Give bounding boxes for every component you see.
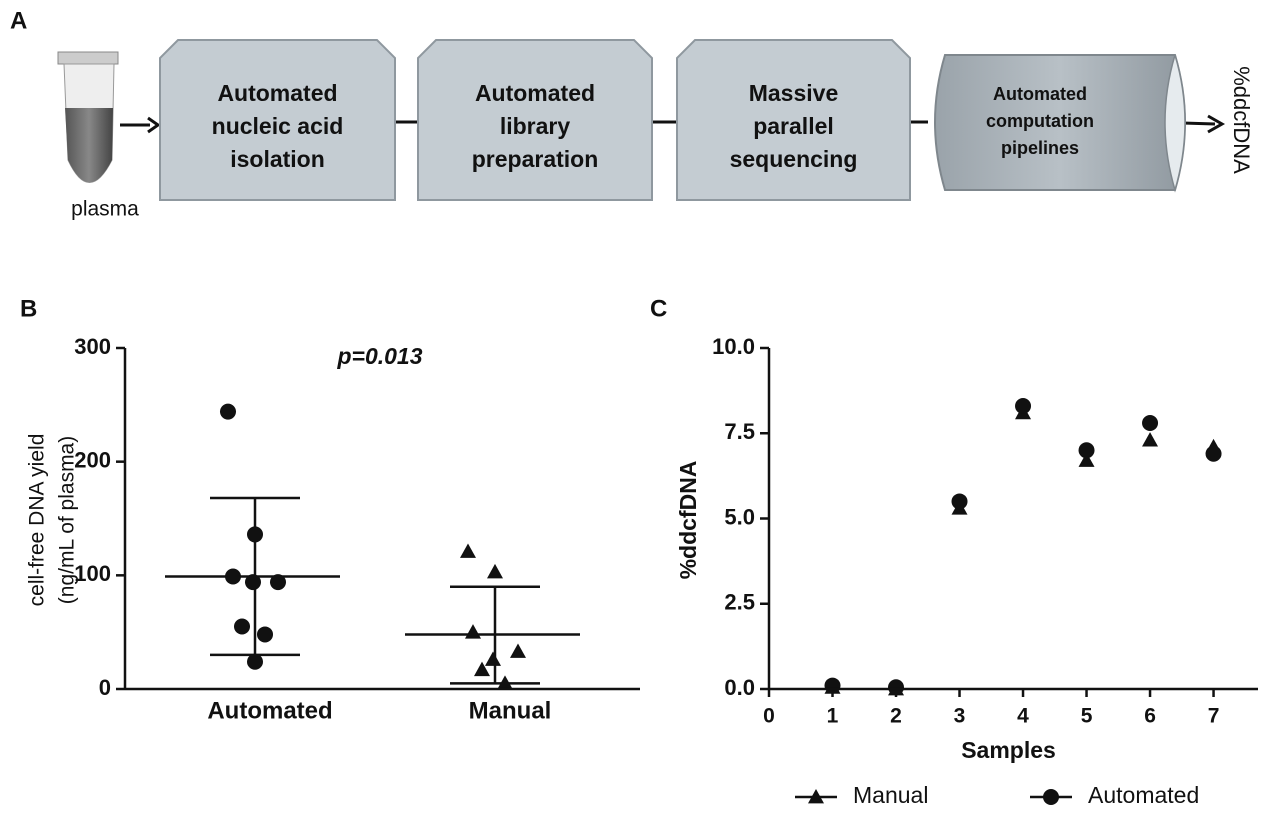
step-box — [417, 39, 653, 201]
marker — [234, 618, 250, 635]
marker — [247, 653, 263, 670]
marker — [225, 568, 241, 585]
marker — [1142, 432, 1159, 447]
legend-label: Manual — [853, 782, 928, 808]
marker — [1015, 397, 1032, 414]
marker — [1078, 442, 1095, 459]
step-label: computation — [986, 111, 1094, 131]
tube-liquid — [65, 108, 113, 183]
cylinder-end — [1164, 54, 1186, 193]
y-tick-label: 0.0 — [724, 675, 755, 700]
marker — [1205, 445, 1222, 462]
panel-label: C — [650, 295, 667, 322]
marker — [487, 563, 503, 579]
step-label: pipelines — [1001, 138, 1079, 158]
x-tick-label: Automated — [207, 697, 332, 724]
y-axis-label: cell-free DNA yield — [26, 434, 49, 607]
arrow-head — [147, 116, 161, 134]
input-label: plasma — [71, 198, 139, 221]
y-tick-label: 300 — [74, 334, 111, 359]
annotation: p=0.013 — [336, 343, 422, 369]
step-label: Automated — [475, 80, 595, 106]
marker — [824, 677, 841, 694]
marker — [257, 626, 273, 643]
marker — [1142, 415, 1159, 432]
marker — [465, 624, 481, 639]
x-tick-label: 1 — [827, 705, 839, 728]
x-tick-label: 3 — [954, 705, 966, 728]
step-label: sequencing — [730, 146, 858, 172]
marker — [474, 661, 490, 677]
x-tick-label: 6 — [1144, 705, 1156, 728]
x-tick-label: 5 — [1081, 705, 1093, 728]
marker — [245, 574, 261, 591]
marker — [510, 643, 526, 658]
marker — [485, 651, 501, 666]
step-label: library — [500, 113, 571, 139]
x-tick-label: Manual — [469, 697, 552, 724]
x-tick-label: 2 — [890, 705, 902, 728]
y-tick-label: 100 — [74, 561, 111, 586]
y-axis-label: (ng/mL of plasma) — [56, 436, 79, 604]
step-label: Automated — [217, 80, 337, 106]
y-tick-label: 7.5 — [724, 419, 755, 444]
step-label: Massive — [749, 80, 839, 106]
y-tick-label: 5.0 — [724, 504, 755, 529]
legend-marker — [808, 789, 824, 804]
step-box — [676, 39, 911, 201]
y-tick-label: 10.0 — [712, 334, 755, 359]
marker — [460, 543, 476, 558]
step-label: preparation — [472, 146, 599, 172]
step-box — [159, 39, 396, 201]
y-tick-label: 0 — [99, 675, 111, 700]
marker — [497, 675, 513, 690]
step-label: nucleic acid — [212, 113, 344, 139]
marker — [1078, 452, 1095, 467]
marker — [951, 493, 968, 510]
tube-cap — [57, 51, 119, 65]
arrow-head — [1207, 114, 1226, 134]
legend-label: Automated — [1088, 782, 1199, 808]
marker — [270, 574, 286, 591]
y-tick-label: 200 — [74, 447, 111, 472]
x-axis-label: Samples — [961, 737, 1056, 763]
panel-label: B — [20, 295, 37, 322]
panel-label: A — [10, 7, 27, 34]
marker — [888, 679, 905, 696]
y-tick-label: 2.5 — [724, 590, 755, 615]
output-label: %ddcfDNA — [1229, 66, 1254, 174]
x-tick-label: 4 — [1017, 705, 1029, 728]
step-label: isolation — [230, 146, 325, 172]
step-label: parallel — [753, 113, 834, 139]
y-axis-label: %ddcfDNA — [675, 461, 701, 580]
step-label: Automated — [993, 84, 1087, 104]
x-tick-label: 7 — [1208, 705, 1220, 728]
marker — [247, 526, 263, 543]
workflow-diagram: A plasma %ddcfDNA Automated nucleic acid i… — [10, 7, 1254, 220]
legend-marker — [1043, 789, 1059, 805]
marker — [220, 403, 236, 420]
x-tick-label: 0 — [763, 705, 775, 728]
